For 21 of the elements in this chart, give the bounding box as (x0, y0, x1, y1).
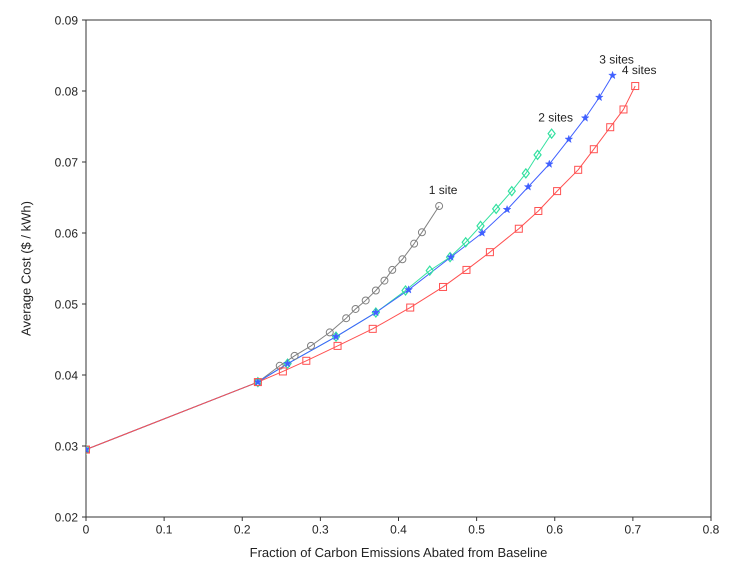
y-tick-label: 0.03 (54, 439, 78, 454)
y-tick-label: 0.04 (54, 368, 78, 382)
x-tick-label: 0.2 (234, 522, 251, 537)
x-tick-label: 0.6 (546, 522, 564, 537)
x-tick-label: 0.4 (390, 522, 408, 537)
series-label: 2 sites (538, 110, 573, 125)
y-tick-label: 0.08 (54, 84, 78, 98)
x-tick-label: 0.8 (702, 522, 720, 537)
y-axis-title: Average Cost ($ / kWh) (18, 201, 34, 336)
y-tick-label: 0.05 (54, 297, 78, 312)
y-tick-label: 0.06 (54, 226, 78, 240)
y-tick-label: 0.07 (54, 155, 78, 170)
x-axis-title: Fraction of Carbon Emissions Abated from Baseline (250, 545, 548, 560)
series-label: 1 site (428, 183, 458, 198)
x-tick-label: 0.5 (468, 522, 486, 537)
y-tick-label: 0.09 (54, 13, 78, 28)
x-tick-label: 0.7 (624, 522, 642, 537)
x-tick-label: 0 (82, 522, 90, 537)
x-tick-label: 0.3 (312, 522, 330, 537)
y-tick-label: 0.02 (54, 510, 78, 524)
x-tick-label: 0.1 (156, 522, 173, 537)
